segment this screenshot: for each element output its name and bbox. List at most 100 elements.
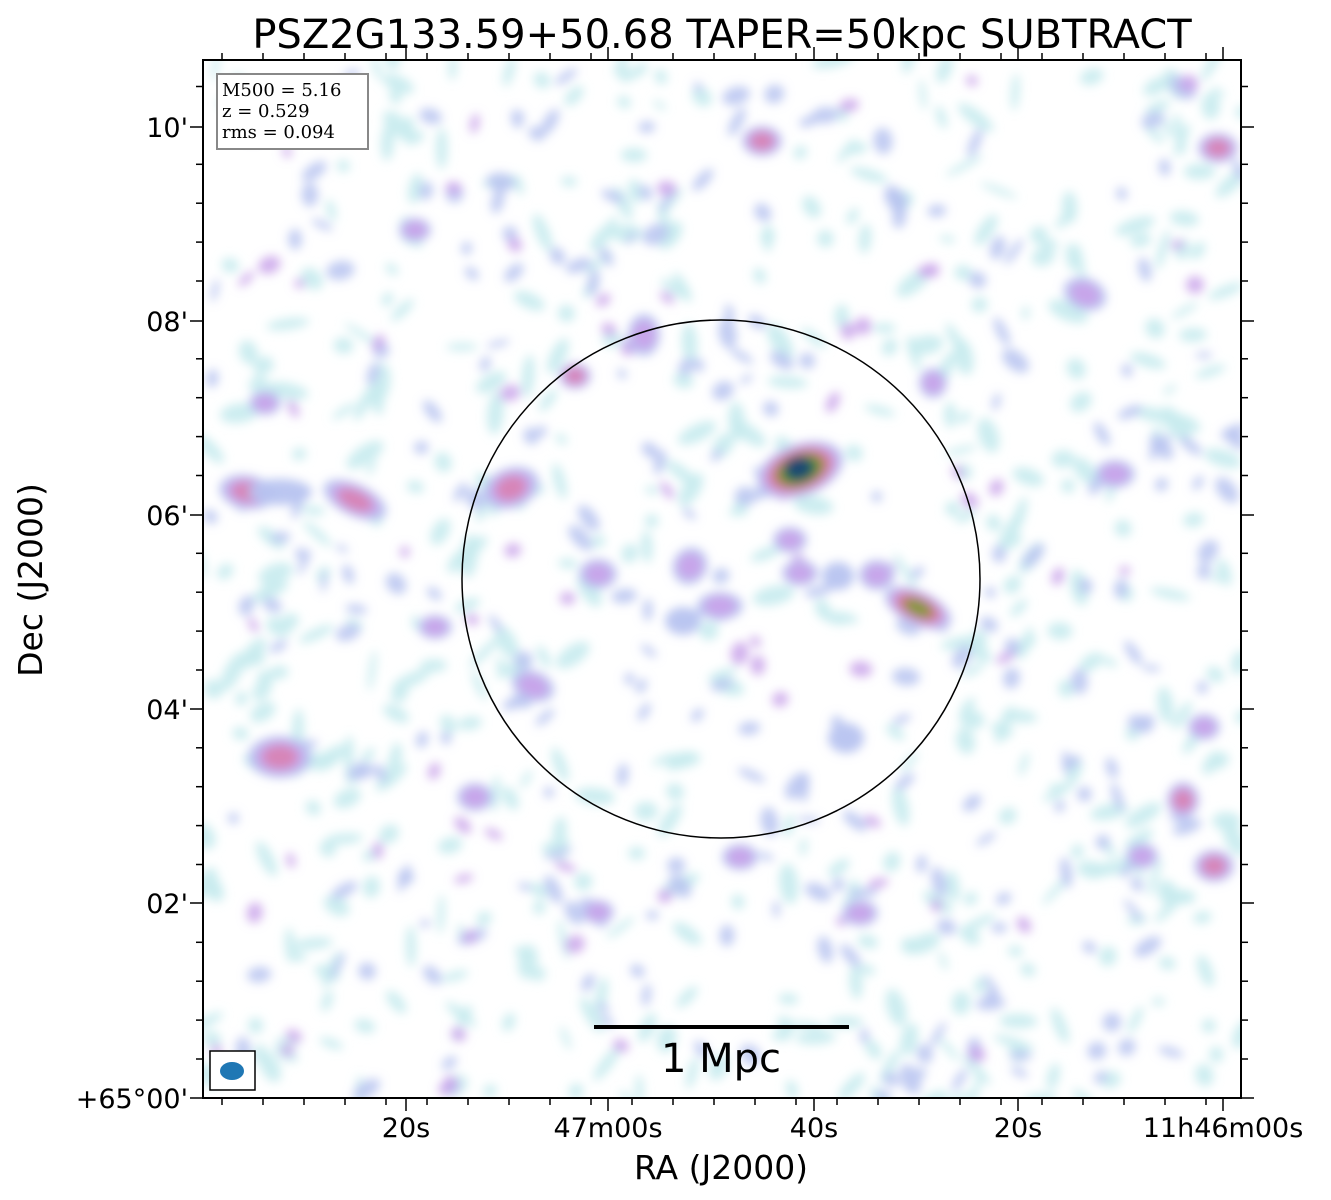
emission-blob xyxy=(415,731,429,748)
emission-blob xyxy=(838,98,860,113)
emission-blob xyxy=(532,213,553,252)
emission-blob xyxy=(1099,946,1117,967)
emission-blob xyxy=(1130,233,1152,248)
emission-blob xyxy=(591,534,606,548)
emission-blob xyxy=(601,322,617,337)
emission-blob xyxy=(426,587,442,601)
emission-blob xyxy=(645,485,659,495)
emission-blob xyxy=(724,304,735,322)
y-tick-label: 08' xyxy=(146,307,188,338)
emission-blob xyxy=(1093,1071,1108,1084)
emission-blob xyxy=(441,970,469,982)
emission-blob xyxy=(1170,240,1184,250)
emission-blob xyxy=(321,990,334,1012)
emission-blob xyxy=(1069,282,1101,306)
emission-blob xyxy=(1171,302,1198,319)
emission-blob xyxy=(1137,257,1152,282)
emission-blob xyxy=(586,903,610,921)
emission-blob xyxy=(564,901,584,925)
emission-blob xyxy=(319,840,337,857)
emission-blob xyxy=(399,546,410,558)
emission-blob xyxy=(518,882,532,891)
emission-blob xyxy=(1114,519,1132,537)
emission-blob xyxy=(405,925,417,967)
emission-blob xyxy=(1058,679,1075,698)
emission-blob xyxy=(511,118,522,129)
emission-blob xyxy=(665,607,701,635)
emission-blob xyxy=(1030,235,1059,248)
emission-blob xyxy=(703,595,737,617)
emission-blob xyxy=(1102,1012,1122,1032)
emission-blob xyxy=(288,228,302,250)
emission-blob xyxy=(544,875,563,904)
emission-blob xyxy=(560,176,578,187)
emission-blob xyxy=(730,641,749,665)
emission-blob xyxy=(258,562,293,585)
emission-blob xyxy=(565,368,585,384)
emission-blob xyxy=(333,788,361,809)
emission-blob xyxy=(352,1078,381,1098)
emission-blob xyxy=(595,293,611,307)
emission-blob xyxy=(554,860,577,873)
emission-blob xyxy=(980,182,1018,199)
x-tick-label: 47m00s xyxy=(553,1113,662,1144)
emission-blob xyxy=(1051,450,1075,468)
emission-blob xyxy=(435,127,448,170)
emission-blob xyxy=(984,586,996,598)
emission-blob xyxy=(531,967,546,982)
emission-blob xyxy=(644,514,659,528)
emission-blob xyxy=(793,495,834,515)
emission-blob xyxy=(730,348,754,364)
emission-blob xyxy=(1145,100,1170,115)
emission-blob xyxy=(372,841,384,860)
emission-blob xyxy=(1235,105,1241,119)
emission-blob xyxy=(606,916,635,939)
x-tick-label: 20s xyxy=(994,1113,1042,1144)
emission-blob xyxy=(1018,751,1029,777)
emission-blob xyxy=(203,509,218,524)
axis-tick-labels: 20s 47m00s 40s 20s 11h46m00s +65°00' 02' 04' 06'… xyxy=(76,113,1304,1144)
emission-blob xyxy=(574,787,616,806)
emission-blob xyxy=(1230,650,1241,675)
emission-blob xyxy=(881,338,898,356)
emission-blob xyxy=(975,997,1006,1011)
scale-bar-label: 1 Mpc xyxy=(661,1036,781,1082)
emission-blob xyxy=(1158,1046,1184,1058)
emission-blob xyxy=(991,922,1008,933)
emission-blob xyxy=(499,384,521,402)
emission-blob xyxy=(294,278,305,289)
emission-blob xyxy=(535,708,555,726)
emission-blob xyxy=(1179,435,1202,456)
emission-blob xyxy=(710,449,723,462)
emission-blob xyxy=(422,400,443,423)
emission-blob xyxy=(491,187,505,214)
emission-blob xyxy=(962,794,982,812)
emission-blob xyxy=(584,563,612,585)
emission-blob xyxy=(804,585,833,598)
emission-blob xyxy=(1043,780,1076,802)
emission-blob xyxy=(1151,997,1165,1006)
emission-blob xyxy=(712,381,734,401)
emission-blob xyxy=(749,635,761,648)
emission-blob xyxy=(1208,282,1241,300)
emission-blob xyxy=(1004,238,1024,265)
emission-blob xyxy=(367,649,377,691)
emission-blob xyxy=(1020,963,1036,977)
emission-blob xyxy=(659,481,675,500)
emission-blob xyxy=(546,338,569,374)
emission-blob xyxy=(227,812,239,824)
emission-blob xyxy=(611,588,638,604)
emission-blob xyxy=(666,783,684,801)
emission-blob xyxy=(464,266,479,281)
emission-blob xyxy=(430,518,451,546)
x-tick-label: 40s xyxy=(790,1113,838,1144)
emission-blob xyxy=(458,535,488,560)
emission-blob xyxy=(693,82,703,93)
emission-blob xyxy=(922,372,944,394)
emission-blob xyxy=(286,852,296,869)
emission-blob xyxy=(905,599,931,617)
emission-blob xyxy=(440,731,452,745)
emission-blob xyxy=(1055,209,1073,229)
emission-blob xyxy=(249,376,270,396)
emission-blob xyxy=(1201,91,1221,120)
